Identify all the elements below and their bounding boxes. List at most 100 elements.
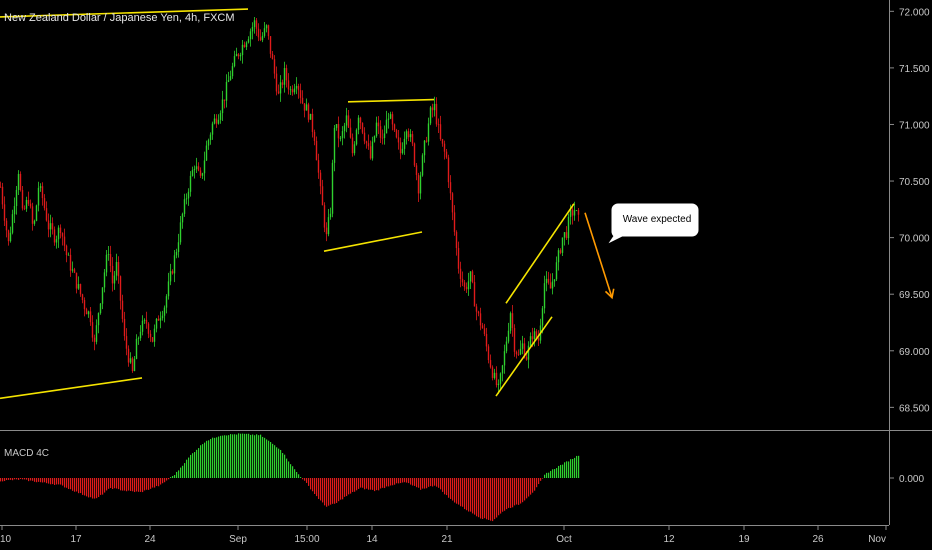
- projection-arrow-shaft[interactable]: [584, 212, 613, 298]
- price-y-tick-label: 68.500: [899, 403, 930, 414]
- candle: [491, 365, 494, 381]
- time-tick-label: 14: [366, 534, 378, 545]
- wave-callout[interactable]: Wave expected: [608, 203, 699, 244]
- macd-bar: [72, 478, 74, 491]
- macd-bar: [300, 477, 302, 478]
- candle: [337, 116, 340, 148]
- candle: [407, 128, 410, 142]
- macd-bar: [334, 478, 336, 504]
- candle: [463, 280, 466, 291]
- candle: [287, 73, 290, 95]
- candle: [313, 129, 316, 146]
- candle: [483, 323, 486, 337]
- candle: [215, 114, 218, 128]
- macd-bar: [430, 478, 432, 487]
- macd-bar: [302, 478, 304, 480]
- macd-bar: [368, 478, 370, 490]
- channel-lower[interactable]: [495, 316, 553, 397]
- candle: [37, 181, 40, 212]
- channel-upper[interactable]: [505, 203, 575, 304]
- candle: [241, 40, 244, 64]
- macd-bar: [358, 478, 360, 489]
- candle: [453, 205, 456, 236]
- candle: [291, 85, 294, 96]
- candle: [517, 349, 520, 357]
- candle: [203, 151, 206, 181]
- candle: [113, 271, 116, 290]
- macd-bar: [292, 466, 294, 478]
- candle: [179, 215, 182, 245]
- macd-bar: [204, 442, 206, 478]
- candle: [33, 219, 36, 226]
- candle: [151, 336, 154, 343]
- macd-bar: [354, 478, 356, 492]
- candle: [47, 213, 50, 238]
- macd-bar: [464, 478, 466, 510]
- macd-bar: [350, 478, 352, 494]
- candle: [421, 153, 424, 177]
- candle: [425, 136, 428, 143]
- macd-bar: [28, 478, 30, 482]
- candle: [559, 248, 562, 255]
- macd-bar: [2, 478, 4, 482]
- price-y-tick-label: 72.000: [899, 7, 930, 18]
- candle: [509, 311, 512, 334]
- macd-bar: [30, 478, 32, 481]
- price-candles: [0, 17, 580, 394]
- macd-bar: [518, 478, 520, 505]
- candle: [51, 217, 54, 235]
- candle: [273, 55, 276, 79]
- candle: [577, 208, 580, 222]
- time-axis[interactable]: 10 17 24 Sep 15:00 14 21 Oct 12 19 26 Nov: [0, 525, 887, 545]
- macd-bar: [268, 440, 270, 478]
- upper-trendline-left[interactable]: [0, 8, 249, 18]
- candle: [399, 137, 402, 160]
- candle: [353, 141, 356, 156]
- candle: [549, 273, 552, 289]
- candle: [561, 237, 564, 256]
- macd-bar: [298, 474, 300, 478]
- macd-bar: [274, 445, 276, 478]
- candle: [283, 61, 286, 93]
- candle: [19, 171, 22, 192]
- flag-top[interactable]: [347, 98, 435, 103]
- macd-bar: [474, 478, 476, 515]
- candle: [261, 32, 264, 43]
- macd-bar: [516, 478, 518, 505]
- macd-bar: [194, 452, 196, 478]
- candle: [409, 129, 412, 142]
- candle: [391, 111, 394, 131]
- macd-pane[interactable]: MACD 4C: [0, 433, 580, 522]
- macd-bar: [378, 478, 380, 491]
- candle: [389, 111, 392, 120]
- candle: [173, 250, 176, 283]
- candle: [263, 21, 266, 38]
- macd-bar: [280, 449, 282, 478]
- macd-bar: [216, 437, 218, 478]
- candle: [467, 272, 470, 296]
- lower-trendline-left[interactable]: [0, 377, 143, 400]
- candle: [349, 118, 352, 139]
- macd-bar: [214, 437, 216, 478]
- macd-bar: [74, 478, 76, 492]
- flag-bottom[interactable]: [323, 231, 423, 252]
- macd-bar: [444, 478, 446, 495]
- candle: [571, 204, 574, 225]
- time-tick-label: 15:00: [294, 534, 319, 545]
- candle: [447, 154, 450, 188]
- macd-bar: [490, 478, 492, 521]
- candle: [557, 248, 560, 271]
- macd-bar: [534, 478, 536, 491]
- candle: [397, 130, 400, 150]
- macd-bar: [262, 436, 264, 478]
- macd-bar: [560, 464, 562, 478]
- candle: [49, 214, 52, 238]
- macd-bar: [8, 478, 10, 480]
- candle: [367, 134, 370, 150]
- macd-bar: [138, 478, 140, 492]
- candle: [293, 83, 296, 95]
- candle: [435, 97, 438, 127]
- macd-bar: [510, 478, 512, 509]
- price-pane[interactable]: Wave expected New Zealand Dollar / Japan…: [0, 8, 699, 400]
- candle: [141, 315, 144, 336]
